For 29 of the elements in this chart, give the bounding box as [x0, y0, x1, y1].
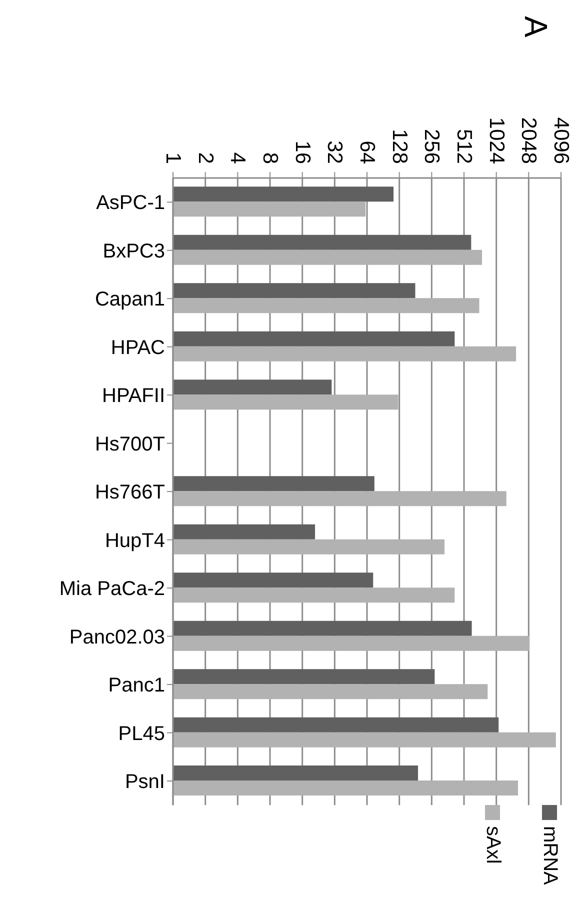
- x-tick-label: 64: [356, 140, 378, 164]
- y-tick-label: HupT4: [104, 530, 165, 552]
- y-tick-label: Hs766T: [94, 482, 165, 504]
- x-tick-label: 32: [323, 140, 346, 164]
- x-tick-label: 4: [226, 152, 250, 164]
- x-tick-label: 8: [258, 152, 282, 164]
- y-tick-label: PL45: [118, 722, 165, 745]
- y-tick-label: Panc1: [108, 674, 165, 697]
- legend-label: sAxl: [481, 826, 504, 864]
- y-tick-label: HPAC: [110, 336, 165, 359]
- x-tick-label: 1024: [484, 117, 508, 164]
- y-tick-label: Mia PaCa-2: [59, 578, 165, 600]
- x-tick-label: 4096: [550, 117, 572, 164]
- legend-label: mRNA: [538, 826, 561, 885]
- y-tick-label: BxPC3: [102, 240, 165, 262]
- y-tick-label: Hs700T: [94, 433, 165, 456]
- x-tick-label: 2: [194, 152, 217, 164]
- y-tick-label: PsnI: [124, 771, 165, 794]
- y-tick-label: Panc02.03: [69, 626, 165, 648]
- x-tick-label: 2048: [517, 117, 540, 164]
- x-tick-label: 128: [388, 128, 411, 164]
- y-tick-label: AsPC-1: [96, 192, 165, 214]
- chart-title: A: [518, 16, 554, 38]
- x-tick-label: 512: [452, 128, 476, 164]
- x-tick-label: 16: [290, 140, 314, 164]
- y-tick-label: Capan1: [94, 288, 165, 311]
- y-tick-label: HPAFII: [102, 385, 165, 408]
- x-tick-label: 1: [162, 152, 184, 164]
- x-tick-label: 256: [420, 128, 444, 164]
